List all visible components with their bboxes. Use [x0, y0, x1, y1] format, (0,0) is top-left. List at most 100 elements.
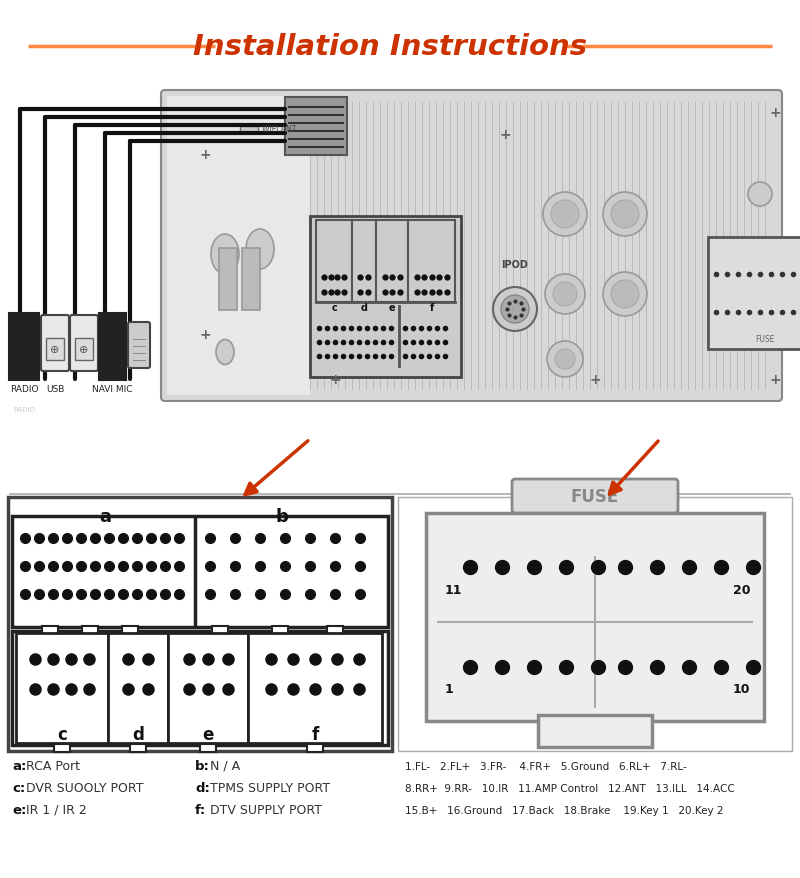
FancyBboxPatch shape — [122, 626, 138, 634]
FancyBboxPatch shape — [70, 315, 98, 371]
Text: DVR SUOOLY PORT: DVR SUOOLY PORT — [26, 781, 143, 794]
Text: WIFI ANT: WIFI ANT — [262, 126, 296, 134]
FancyBboxPatch shape — [12, 631, 388, 745]
Text: +: + — [329, 372, 341, 386]
FancyBboxPatch shape — [426, 514, 764, 721]
Text: b: b — [275, 507, 289, 525]
FancyBboxPatch shape — [82, 626, 98, 634]
Circle shape — [555, 349, 575, 370]
Circle shape — [545, 275, 585, 314]
Circle shape — [603, 273, 647, 317]
Text: d:: d: — [195, 781, 210, 794]
Ellipse shape — [246, 230, 274, 270]
FancyBboxPatch shape — [310, 217, 461, 378]
FancyBboxPatch shape — [108, 633, 168, 743]
FancyBboxPatch shape — [327, 626, 343, 634]
Ellipse shape — [211, 234, 239, 275]
Text: c: c — [331, 303, 337, 313]
Text: a:: a: — [12, 759, 26, 772]
Circle shape — [551, 201, 579, 229]
FancyBboxPatch shape — [352, 220, 376, 303]
Text: IR 1 / IR 2: IR 1 / IR 2 — [26, 803, 86, 816]
Text: c: c — [57, 725, 67, 743]
Text: USB: USB — [46, 385, 64, 393]
Text: c:: c: — [12, 781, 26, 794]
Text: N / A: N / A — [210, 759, 240, 772]
FancyBboxPatch shape — [128, 322, 150, 369]
FancyBboxPatch shape — [130, 745, 146, 752]
FancyBboxPatch shape — [54, 745, 70, 752]
Circle shape — [748, 183, 772, 206]
Text: 10: 10 — [733, 683, 750, 695]
Circle shape — [611, 281, 639, 309]
Text: f:: f: — [195, 803, 206, 816]
Text: ⊕: ⊕ — [79, 344, 89, 355]
FancyBboxPatch shape — [46, 339, 64, 361]
Text: +: + — [199, 148, 211, 162]
Text: e: e — [202, 725, 214, 743]
Text: +: + — [199, 327, 211, 342]
Text: NAVI MIC: NAVI MIC — [92, 385, 132, 393]
FancyBboxPatch shape — [75, 339, 93, 361]
Text: 8.RR+  9.RR-   10.IR   11.AMP Control   12.ANT   13.ILL   14.ACC: 8.RR+ 9.RR- 10.IR 11.AMP Control 12.ANT … — [405, 783, 734, 793]
FancyBboxPatch shape — [285, 97, 347, 155]
Text: FUSE: FUSE — [755, 335, 774, 344]
FancyBboxPatch shape — [16, 633, 108, 743]
FancyBboxPatch shape — [41, 315, 69, 371]
Text: RCA Port: RCA Port — [26, 759, 80, 772]
FancyBboxPatch shape — [538, 716, 652, 747]
Text: a: a — [99, 507, 111, 525]
Text: +: + — [589, 372, 601, 386]
Circle shape — [611, 201, 639, 229]
Text: IPOD: IPOD — [502, 260, 529, 270]
FancyBboxPatch shape — [42, 626, 58, 634]
FancyBboxPatch shape — [307, 745, 323, 752]
FancyBboxPatch shape — [212, 626, 228, 634]
Text: RADIO: RADIO — [13, 407, 35, 413]
Text: +: + — [769, 106, 781, 120]
Circle shape — [493, 288, 537, 332]
Text: f: f — [311, 725, 318, 743]
Text: 1: 1 — [445, 683, 454, 695]
Text: RADIO: RADIO — [10, 385, 38, 393]
FancyBboxPatch shape — [398, 498, 792, 752]
Circle shape — [543, 193, 587, 237]
FancyBboxPatch shape — [242, 248, 260, 311]
FancyBboxPatch shape — [200, 745, 216, 752]
FancyBboxPatch shape — [167, 97, 310, 396]
FancyBboxPatch shape — [708, 238, 800, 349]
FancyBboxPatch shape — [9, 313, 39, 380]
FancyBboxPatch shape — [408, 220, 455, 303]
FancyBboxPatch shape — [512, 479, 678, 514]
FancyBboxPatch shape — [248, 633, 382, 743]
Circle shape — [501, 296, 529, 324]
Text: d: d — [361, 303, 367, 313]
Text: 20: 20 — [733, 583, 750, 596]
Text: TPMS SUPPLY PORT: TPMS SUPPLY PORT — [210, 781, 330, 794]
Text: Installation Instructions: Installation Instructions — [193, 33, 587, 61]
Circle shape — [553, 283, 577, 306]
FancyBboxPatch shape — [8, 498, 392, 752]
FancyBboxPatch shape — [99, 313, 126, 380]
Text: f: f — [430, 303, 434, 313]
Text: +: + — [499, 128, 511, 142]
Text: e:: e: — [12, 803, 26, 816]
FancyBboxPatch shape — [240, 126, 258, 133]
FancyBboxPatch shape — [272, 626, 288, 634]
Ellipse shape — [216, 340, 234, 365]
FancyBboxPatch shape — [12, 516, 388, 627]
FancyBboxPatch shape — [168, 633, 248, 743]
Text: e: e — [389, 303, 395, 313]
Text: 15.B+   16.Ground   17.Back   18.Brake    19.Key 1   20.Key 2: 15.B+ 16.Ground 17.Back 18.Brake 19.Key … — [405, 805, 723, 815]
Text: d: d — [132, 725, 144, 743]
Text: FUSE: FUSE — [571, 487, 619, 506]
Circle shape — [603, 193, 647, 237]
FancyBboxPatch shape — [161, 91, 782, 401]
FancyBboxPatch shape — [316, 220, 352, 303]
Text: ⊕: ⊕ — [50, 344, 60, 355]
Text: 1.FL-   2.FL+   3.FR-    4.FR+   5.Ground   6.RL+   7.RL-: 1.FL- 2.FL+ 3.FR- 4.FR+ 5.Ground 6.RL+ 7… — [405, 761, 686, 771]
Text: +: + — [769, 372, 781, 386]
FancyBboxPatch shape — [376, 220, 408, 303]
Text: 11: 11 — [445, 583, 462, 596]
Circle shape — [547, 342, 583, 378]
